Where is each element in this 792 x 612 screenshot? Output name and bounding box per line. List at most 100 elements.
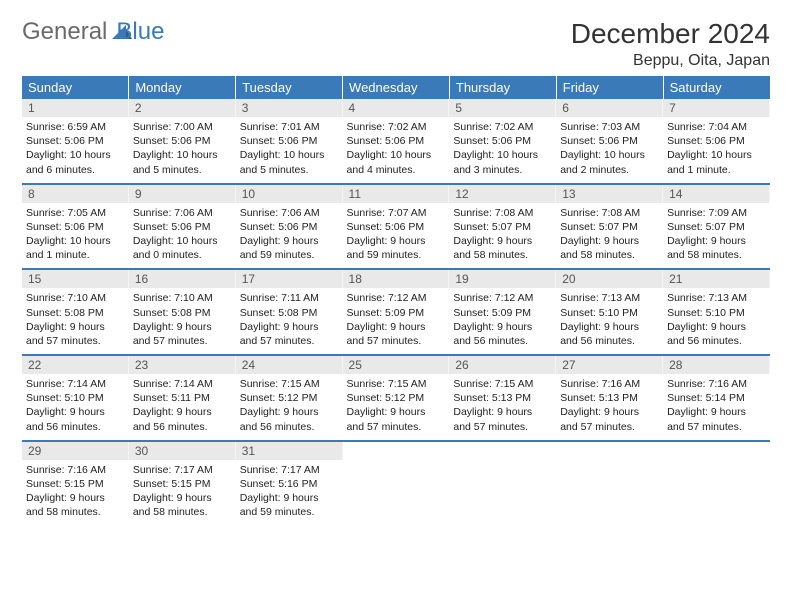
day-body-cell: Sunrise: 7:15 AMSunset: 5:13 PMDaylight:… (449, 374, 556, 440)
day-details: Sunrise: 7:10 AMSunset: 5:08 PMDaylight:… (22, 288, 129, 354)
day-body-cell: Sunrise: 7:16 AMSunset: 5:13 PMDaylight:… (556, 374, 663, 440)
day-body-cell: Sunrise: 7:15 AMSunset: 5:12 PMDaylight:… (236, 374, 343, 440)
day-body-cell: Sunrise: 7:17 AMSunset: 5:15 PMDaylight:… (129, 460, 236, 526)
day-number-cell: 1 (22, 99, 129, 117)
day-details: Sunrise: 7:03 AMSunset: 5:06 PMDaylight:… (556, 117, 663, 183)
weekday-header: Saturday (663, 76, 770, 99)
day-number-cell (449, 441, 556, 460)
day-number: 4 (343, 99, 450, 117)
calendar-body-row: Sunrise: 6:59 AMSunset: 5:06 PMDaylight:… (22, 117, 770, 183)
day-body-cell: Sunrise: 7:01 AMSunset: 5:06 PMDaylight:… (236, 117, 343, 183)
day-number-cell: 17 (236, 269, 343, 288)
day-number: 18 (343, 270, 450, 288)
day-number: 30 (129, 442, 236, 460)
day-number: 31 (236, 442, 343, 460)
day-number-cell: 8 (22, 184, 129, 203)
day-number-cell: 29 (22, 441, 129, 460)
day-number: 6 (556, 99, 663, 117)
day-body-cell: Sunrise: 7:16 AMSunset: 5:14 PMDaylight:… (663, 374, 770, 440)
day-number-cell: 30 (129, 441, 236, 460)
day-details: Sunrise: 7:16 AMSunset: 5:15 PMDaylight:… (22, 460, 129, 526)
calendar-table: Sunday Monday Tuesday Wednesday Thursday… (22, 76, 770, 525)
day-details: Sunrise: 7:02 AMSunset: 5:06 PMDaylight:… (343, 117, 450, 183)
day-number-cell: 14 (663, 184, 770, 203)
day-number-cell: 11 (343, 184, 450, 203)
day-details: Sunrise: 7:15 AMSunset: 5:12 PMDaylight:… (236, 374, 343, 440)
day-number: 15 (22, 270, 129, 288)
day-number-cell: 3 (236, 99, 343, 117)
day-body-cell: Sunrise: 7:14 AMSunset: 5:10 PMDaylight:… (22, 374, 129, 440)
day-body-cell: Sunrise: 7:04 AMSunset: 5:06 PMDaylight:… (663, 117, 770, 183)
day-details: Sunrise: 7:11 AMSunset: 5:08 PMDaylight:… (236, 288, 343, 354)
day-details: Sunrise: 7:08 AMSunset: 5:07 PMDaylight:… (556, 203, 663, 269)
day-body-cell (556, 460, 663, 526)
logo-text-1: General (22, 18, 107, 46)
day-number: 14 (663, 185, 770, 203)
day-details: Sunrise: 7:00 AMSunset: 5:06 PMDaylight:… (129, 117, 236, 183)
day-number: 11 (343, 185, 450, 203)
day-number-cell: 2 (129, 99, 236, 117)
day-number-cell: 12 (449, 184, 556, 203)
day-details: Sunrise: 7:10 AMSunset: 5:08 PMDaylight:… (129, 288, 236, 354)
day-body-cell: Sunrise: 7:02 AMSunset: 5:06 PMDaylight:… (343, 117, 450, 183)
location: Beppu, Oita, Japan (571, 52, 770, 70)
weekday-header: Wednesday (343, 76, 450, 99)
day-details: Sunrise: 7:12 AMSunset: 5:09 PMDaylight:… (449, 288, 556, 354)
day-body-cell: Sunrise: 7:15 AMSunset: 5:12 PMDaylight:… (343, 374, 450, 440)
day-number-cell: 26 (449, 355, 556, 374)
day-number: 8 (22, 185, 129, 203)
weekday-header: Monday (129, 76, 236, 99)
day-number: 5 (449, 99, 556, 117)
day-details: Sunrise: 7:08 AMSunset: 5:07 PMDaylight:… (449, 203, 556, 269)
day-number-cell: 16 (129, 269, 236, 288)
day-details: Sunrise: 7:17 AMSunset: 5:16 PMDaylight:… (236, 460, 343, 526)
day-body-cell: Sunrise: 6:59 AMSunset: 5:06 PMDaylight:… (22, 117, 129, 183)
day-number: 2 (129, 99, 236, 117)
day-number: 26 (449, 356, 556, 374)
month-title: December 2024 (571, 18, 770, 50)
header: General Blue December 2024 Beppu, Oita, … (22, 18, 770, 70)
day-body-cell: Sunrise: 7:13 AMSunset: 5:10 PMDaylight:… (663, 288, 770, 354)
day-number-cell (343, 441, 450, 460)
title-block: December 2024 Beppu, Oita, Japan (571, 18, 770, 70)
day-number-cell: 21 (663, 269, 770, 288)
day-details: Sunrise: 7:07 AMSunset: 5:06 PMDaylight:… (343, 203, 450, 269)
day-number: 17 (236, 270, 343, 288)
day-body-cell: Sunrise: 7:12 AMSunset: 5:09 PMDaylight:… (343, 288, 450, 354)
day-number: 1 (22, 99, 129, 117)
calendar-daynum-row: 22232425262728 (22, 355, 770, 374)
day-number: 28 (663, 356, 770, 374)
day-number-cell: 4 (343, 99, 450, 117)
weekday-header: Thursday (449, 76, 556, 99)
day-details: Sunrise: 7:06 AMSunset: 5:06 PMDaylight:… (129, 203, 236, 269)
day-number-cell: 28 (663, 355, 770, 374)
day-body-cell (663, 460, 770, 526)
day-number: 27 (556, 356, 663, 374)
weekday-header: Friday (556, 76, 663, 99)
day-body-cell: Sunrise: 7:08 AMSunset: 5:07 PMDaylight:… (449, 203, 556, 269)
day-number-cell: 25 (343, 355, 450, 374)
day-body-cell: Sunrise: 7:12 AMSunset: 5:09 PMDaylight:… (449, 288, 556, 354)
day-body-cell (343, 460, 450, 526)
day-number: 25 (343, 356, 450, 374)
calendar-daynum-row: 891011121314 (22, 184, 770, 203)
day-details: Sunrise: 7:15 AMSunset: 5:13 PMDaylight:… (449, 374, 556, 440)
logo-text-2: Blue (116, 18, 164, 46)
day-number-cell: 31 (236, 441, 343, 460)
day-body-cell: Sunrise: 7:07 AMSunset: 5:06 PMDaylight:… (343, 203, 450, 269)
day-number-cell: 15 (22, 269, 129, 288)
day-number: 10 (236, 185, 343, 203)
day-body-cell: Sunrise: 7:03 AMSunset: 5:06 PMDaylight:… (556, 117, 663, 183)
day-details: Sunrise: 7:12 AMSunset: 5:09 PMDaylight:… (343, 288, 450, 354)
day-number-cell: 27 (556, 355, 663, 374)
day-details: Sunrise: 7:06 AMSunset: 5:06 PMDaylight:… (236, 203, 343, 269)
day-number-cell: 13 (556, 184, 663, 203)
day-body-cell: Sunrise: 7:17 AMSunset: 5:16 PMDaylight:… (236, 460, 343, 526)
day-number: 23 (129, 356, 236, 374)
day-details: Sunrise: 7:09 AMSunset: 5:07 PMDaylight:… (663, 203, 770, 269)
day-details: Sunrise: 7:14 AMSunset: 5:10 PMDaylight:… (22, 374, 129, 440)
day-number-cell: 22 (22, 355, 129, 374)
day-number: 20 (556, 270, 663, 288)
day-body-cell: Sunrise: 7:10 AMSunset: 5:08 PMDaylight:… (129, 288, 236, 354)
calendar-daynum-row: 15161718192021 (22, 269, 770, 288)
